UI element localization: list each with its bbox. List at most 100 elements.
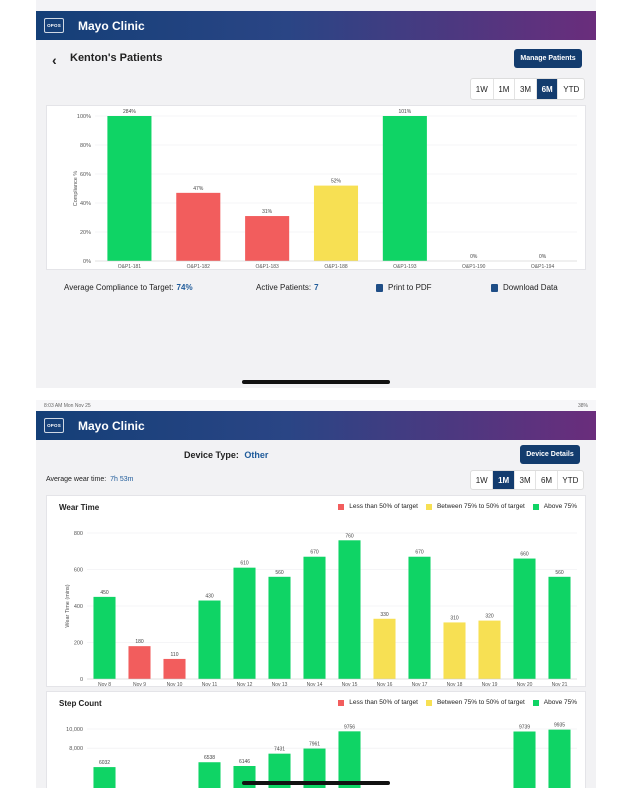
range-ytd-button[interactable]: YTD (556, 471, 583, 489)
range-1m-button[interactable]: 1M (492, 79, 515, 99)
data-label: 9739 (519, 725, 530, 731)
bar-nov-14[interactable] (303, 748, 326, 788)
data-label: 610 (240, 561, 249, 567)
range-1w-button[interactable]: 1W (475, 475, 488, 485)
bar-nov-12[interactable] (233, 567, 256, 679)
print-pdf-button[interactable]: Print to PDF (376, 283, 432, 292)
y-tick-label: 20% (80, 230, 91, 236)
data-label: 560 (275, 570, 284, 576)
bar-nov-14[interactable] (303, 556, 326, 679)
status-bar (36, 0, 596, 11)
average-compliance-label: Average Compliance to Target: (64, 283, 174, 292)
bar-o-p1-188[interactable] (313, 185, 359, 261)
time-range-selector: 1W 1M 3M 6M YTD (470, 470, 584, 490)
bar-o-p1-193[interactable] (382, 116, 427, 261)
y-axis-label: Compliance % (73, 171, 79, 207)
data-label: 180 (135, 639, 144, 645)
range-1m-button[interactable]: 1M (492, 471, 514, 489)
back-chevron-icon[interactable]: ‹ (52, 52, 57, 68)
wear-time-title: Wear Time (59, 503, 100, 512)
step-count-panel: Step Count Less than 50% of target Betwe… (46, 691, 586, 788)
bar-o-p1-183[interactable] (245, 216, 290, 261)
bar-nov-15[interactable] (338, 731, 361, 788)
y-tick-label: 40% (80, 201, 91, 207)
wear-time-panel: Wear Time Less than 50% of target Betwee… (46, 495, 586, 688)
bar-o-p1-181[interactable] (107, 116, 152, 261)
wear-time-legend: Less than 50% of target Between 75% to 5… (330, 503, 577, 510)
legend-label-low: Less than 50% of target (349, 503, 418, 510)
x-tick-label: O&P1-194 (531, 264, 555, 270)
x-tick-label: O&P1-193 (393, 264, 417, 270)
x-tick-label: O&P1-182 (187, 264, 211, 270)
legend-label-high: Above 75% (543, 699, 577, 706)
bar-nov-8[interactable] (93, 596, 116, 679)
y-tick-label: 10,000 (66, 727, 83, 733)
x-tick-label: O&P1-183 (255, 264, 279, 270)
bar-nov-20[interactable] (513, 731, 536, 788)
wear-time-chart-svg: 0 200 400 600 800 Wear Time (mins) 450 Nov 8 180… (65, 531, 577, 688)
range-6m-button[interactable]: 6M (535, 471, 556, 489)
data-label: 284% (123, 109, 136, 115)
data-label: 31% (262, 209, 273, 215)
bar-nov-13[interactable] (268, 753, 291, 788)
x-tick-label: Nov 13 (272, 682, 288, 688)
bar-nov-9[interactable] (128, 646, 151, 679)
x-tick-label: Nov 10 (167, 682, 183, 688)
y-tick-label: 600 (74, 568, 83, 574)
range-6m-button[interactable]: 6M (535, 79, 558, 99)
data-label: 6146 (239, 759, 250, 765)
bar-nov-16[interactable] (373, 618, 396, 679)
x-tick-label: Nov 19 (482, 682, 498, 688)
compliance-chart-svg: 0% 20% 40% 60% 80% 100% Compliance % 284% O&P1-1… (73, 109, 577, 270)
average-wear-label: Average wear time: (46, 476, 107, 483)
active-patients-label: Active Patients: (256, 283, 312, 292)
active-patients-value: 7 (314, 283, 319, 292)
app-header: OPOS Mayo Clinic (36, 11, 596, 40)
bar-nov-8[interactable] (93, 767, 116, 788)
bar-nov-20[interactable] (513, 558, 536, 679)
y-tick-label: 60% (80, 172, 91, 178)
x-tick-label: Nov 15 (342, 682, 358, 688)
bar-o-p1-182[interactable] (176, 192, 221, 261)
x-tick-label: Nov 9 (133, 682, 146, 688)
y-tick-label: 200 (74, 641, 83, 647)
bar-nov-11[interactable] (198, 762, 221, 788)
legend-label-high: Above 75% (543, 503, 577, 510)
x-tick-label: Nov 11 (202, 682, 218, 688)
download-data-button[interactable]: Download Data (491, 283, 558, 292)
y-axis-label: Wear Time (mins) (65, 584, 71, 627)
data-label: 9935 (554, 723, 565, 729)
bar-nov-15[interactable] (338, 540, 361, 679)
bar-nov-19[interactable] (478, 620, 501, 679)
data-label: 6538 (204, 755, 215, 761)
data-label: 7431 (274, 747, 285, 753)
legend-swatch-red (338, 699, 345, 706)
bar-nov-17[interactable] (408, 556, 431, 679)
bar-nov-21[interactable] (548, 576, 571, 679)
data-label: 670 (310, 550, 319, 556)
page-title: Kenton's Patients (70, 52, 163, 64)
home-indicator (242, 380, 390, 384)
bar-nov-13[interactable] (268, 576, 291, 679)
range-3m-button[interactable]: 3M (514, 79, 536, 99)
legend-swatch-yellow (425, 503, 432, 510)
manage-patients-button[interactable]: Manage Patients (514, 49, 582, 68)
app-title: Mayo Clinic (78, 418, 145, 433)
bar-nov-21[interactable] (548, 729, 571, 788)
bar-nov-10[interactable] (163, 658, 186, 679)
range-1w-button[interactable]: 1W (475, 84, 488, 94)
active-patients: Active Patients: 7 (256, 283, 319, 292)
average-compliance-value: 74% (176, 283, 193, 292)
legend-swatch-red (338, 503, 345, 510)
data-label: 6032 (99, 760, 110, 766)
bar-nov-11[interactable] (198, 600, 221, 679)
range-3m-button[interactable]: 3M (513, 471, 535, 489)
y-tick-label: 8,000 (69, 746, 83, 752)
bar-nov-18[interactable] (443, 622, 466, 679)
range-ytd-button[interactable]: YTD (557, 79, 584, 99)
legend-label-low: Less than 50% of target (349, 699, 418, 706)
data-label: 52% (331, 179, 342, 185)
device-details-button[interactable]: Device Details (520, 445, 580, 464)
data-label: 560 (555, 570, 564, 576)
device-screen: 8:03 AM Mon Nov 25 38% OPOS Mayo Clinic … (36, 400, 596, 788)
